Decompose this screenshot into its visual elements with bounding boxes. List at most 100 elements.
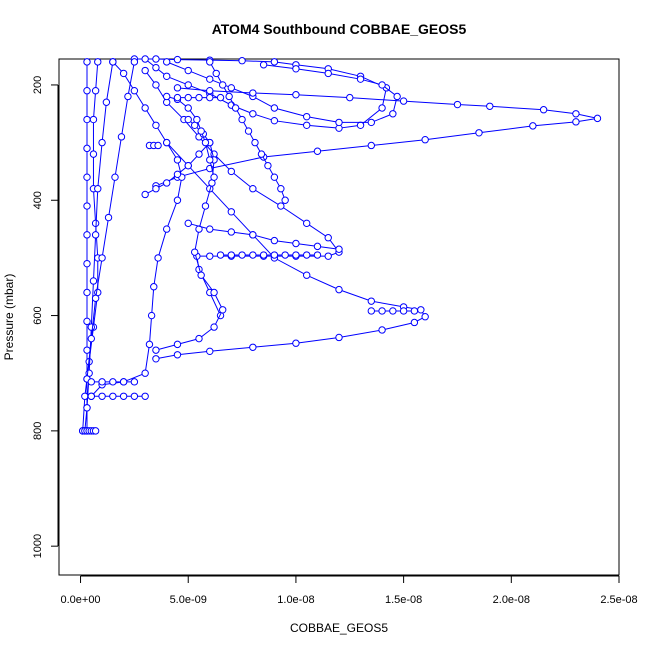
data-point <box>195 334 203 343</box>
data-point <box>356 75 365 83</box>
data-point <box>141 392 149 400</box>
data-point <box>249 89 257 97</box>
data-point <box>212 69 220 78</box>
x-tick-label: 2.5e-08 <box>600 594 637 606</box>
data-point <box>201 138 210 147</box>
data-point <box>227 228 236 236</box>
data-point <box>193 115 201 124</box>
data-point <box>264 161 272 170</box>
data-point <box>249 343 257 351</box>
data-point <box>111 173 119 181</box>
data-point <box>238 251 246 259</box>
y-tick-label: 600 <box>32 306 44 324</box>
series-17 <box>87 378 139 386</box>
data-point <box>313 242 322 251</box>
plot-frame <box>58 58 620 576</box>
data-point <box>244 127 253 135</box>
data-point <box>210 173 218 181</box>
data-point <box>389 110 397 118</box>
data-point <box>109 58 117 66</box>
data-point <box>162 138 171 147</box>
data-point <box>83 288 91 297</box>
data-point <box>231 104 240 112</box>
data-point <box>378 307 386 315</box>
data-point <box>83 87 91 95</box>
data-point <box>249 231 257 239</box>
data-point <box>238 57 246 65</box>
data-point <box>292 251 300 259</box>
data-point <box>184 104 192 112</box>
data-point <box>173 84 182 92</box>
data-point <box>367 118 376 127</box>
data-point <box>389 307 397 315</box>
data-point <box>270 251 279 259</box>
x-tick-label: 1.0e-08 <box>277 594 314 606</box>
data-point <box>130 58 139 66</box>
series-line <box>166 61 398 123</box>
data-point <box>313 251 322 259</box>
data-point <box>173 340 182 349</box>
data-point <box>195 150 203 158</box>
data-point <box>393 92 401 101</box>
data-point <box>83 231 91 239</box>
data-point <box>145 340 154 349</box>
data-point <box>218 81 227 89</box>
data-point <box>346 93 354 102</box>
data-point <box>302 112 311 121</box>
data-point <box>277 202 285 210</box>
data-point <box>270 173 279 181</box>
y-axis: 200 400 600 800 1000 <box>32 76 59 558</box>
data-point <box>227 84 236 92</box>
series-21 <box>78 427 100 435</box>
y-tick-label: 400 <box>32 191 44 209</box>
data-point <box>302 251 311 259</box>
data-point <box>91 231 100 239</box>
series-line <box>155 87 598 187</box>
x-tick-label: 0.0e+00 <box>60 594 100 606</box>
data-point <box>216 251 225 259</box>
data-point <box>184 93 192 102</box>
data-point <box>91 294 100 302</box>
data-point <box>335 333 343 342</box>
data-point <box>453 100 462 109</box>
data-point <box>210 323 218 331</box>
data-point <box>238 115 246 124</box>
data-point <box>206 93 214 102</box>
data-point <box>162 72 171 80</box>
data-point <box>216 93 225 102</box>
data-point <box>251 138 259 147</box>
data-point <box>83 144 91 153</box>
data-point <box>119 392 128 400</box>
data-point <box>83 404 91 412</box>
series-line <box>155 119 224 351</box>
series-line <box>144 70 340 316</box>
data-point <box>141 66 149 75</box>
data-point <box>173 351 182 359</box>
x-axis: 0.0e+00 5.0e-09 1.0e-08 1.5e-08 2.0e-08 2.5e-… <box>60 575 638 606</box>
chart-title: ATOM4 Southbound COBBAE_GEOS5 <box>212 21 467 37</box>
data-point <box>184 161 192 170</box>
data-point <box>206 87 214 95</box>
data-point <box>83 58 91 66</box>
data-point <box>270 104 279 112</box>
data-point <box>104 213 113 222</box>
data-point <box>98 392 106 400</box>
series-16 <box>145 141 162 150</box>
data-point <box>206 225 214 233</box>
data-point <box>249 185 257 193</box>
data-point <box>87 392 96 400</box>
data-point <box>206 252 214 260</box>
data-point <box>277 185 285 193</box>
data-point <box>281 251 289 259</box>
data-point <box>225 92 233 101</box>
data-point <box>119 378 128 386</box>
data-point <box>324 69 332 78</box>
data-point <box>249 110 257 118</box>
data-point <box>152 63 160 72</box>
data-point <box>87 323 96 331</box>
data-point <box>141 369 149 377</box>
data-point <box>162 92 171 101</box>
data-point <box>292 239 300 248</box>
data-point <box>367 307 376 315</box>
